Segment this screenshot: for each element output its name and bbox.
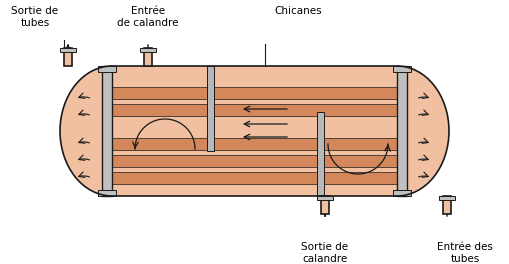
Bar (439, 196, 455, 200)
Bar (60, 48, 76, 52)
Bar (393, 66, 411, 72)
Bar (112, 138, 397, 150)
Ellipse shape (345, 66, 449, 196)
Bar (102, 66, 112, 196)
Bar (98, 66, 116, 72)
Bar (98, 190, 116, 196)
Bar (317, 196, 333, 200)
Bar (144, 48, 152, 66)
Text: Entrée
de calandre: Entrée de calandre (117, 6, 179, 28)
Bar (321, 196, 329, 214)
Bar (393, 190, 411, 196)
Ellipse shape (60, 66, 164, 196)
Bar (112, 155, 397, 167)
Text: Sortie de
tubes: Sortie de tubes (11, 6, 59, 28)
Bar (397, 66, 407, 196)
Bar (64, 48, 72, 66)
Bar (112, 104, 397, 116)
Bar (112, 172, 397, 184)
Bar (443, 196, 451, 214)
Bar (112, 66, 397, 196)
Bar (140, 48, 156, 52)
Text: Entrée des
tubes: Entrée des tubes (437, 242, 493, 264)
Bar (112, 87, 397, 99)
Bar (317, 111, 324, 196)
Text: Sortie de
calandre: Sortie de calandre (301, 242, 349, 264)
Text: Chicanes: Chicanes (274, 6, 322, 16)
Bar (207, 66, 214, 150)
